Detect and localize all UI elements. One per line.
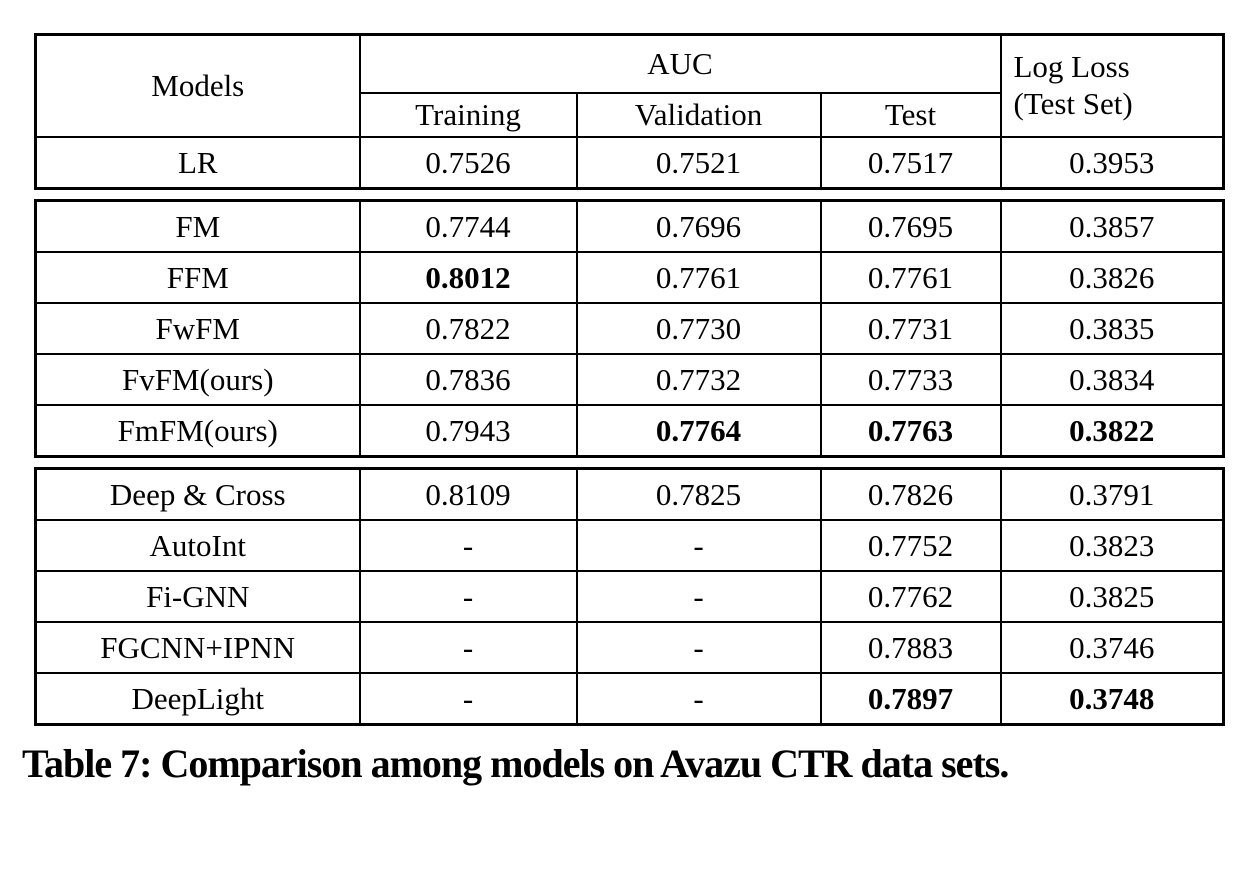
value-cell-validation: -	[575, 672, 822, 726]
table-row-deeplight: DeepLight - -0.7897 0.3748	[34, 672, 1225, 726]
rows-linear-baseline: LR 0.7526 0.7521 0.7517 0.3953	[34, 136, 1225, 190]
value-cell-training: 0.8012	[358, 251, 578, 304]
logloss-label-line1: Log Loss	[1013, 49, 1130, 85]
value-cell-validation: 0.7732	[575, 353, 822, 406]
column-header-training: Training	[358, 92, 578, 138]
header-row-sub: Training Validation Test	[36, 92, 1224, 138]
value-cell-validation: 0.7730	[575, 302, 822, 355]
table-caption: Table 7: Comparison among models on Avaz…	[22, 741, 1009, 786]
paper-table-figure: Models AUC Log Loss (Test Set) Training …	[22, 33, 1225, 786]
model-name-cell: FvFM(ours)	[34, 353, 361, 406]
value-cell-training: 0.7943	[358, 404, 578, 458]
rows-deep-model-family: Deep & Cross 0.8109 0.7825 0.7826 0.3791 Auto…	[34, 467, 1225, 726]
model-name-cell: Deep & Cross	[34, 467, 361, 521]
results-table-fm-block: FM 0.7744 0.7696 0.7695 0.3857 FFM 0.8012 0.776…	[34, 199, 1225, 458]
value-cell-test: 0.7762	[819, 570, 1002, 623]
value-cell-validation: 0.7521	[575, 136, 822, 190]
value-cell-test: 0.7883	[819, 621, 1002, 674]
header-row-top: Models AUC Log Loss (Test Set)	[34, 33, 1225, 138]
value-cell-training: 0.7526	[358, 136, 578, 190]
value-cell-logloss: 0.3826	[999, 251, 1225, 304]
table-row-autoint: AutoInt - -0.7752 0.3823	[34, 519, 1225, 572]
table-row-fvfm-ours: FvFM(ours) 0.7836 0.7732 0.7733 0.3834	[34, 353, 1225, 406]
value-cell-training: 0.7744	[358, 199, 578, 253]
value-cell-logloss: 0.3857	[999, 199, 1225, 253]
value-cell-logloss: 0.3748	[999, 672, 1225, 726]
results-table-header: Models AUC Log Loss (Test Set) Training …	[34, 33, 1225, 138]
value-cell-training: -	[358, 621, 578, 674]
model-name-cell: Fi-GNN	[34, 570, 361, 623]
table-row-deep-cross: Deep & Cross 0.8109 0.7825 0.7826 0.3791	[34, 467, 1225, 521]
value-cell-test: 0.7761	[819, 251, 1002, 304]
value-cell-logloss: 0.3835	[999, 302, 1225, 355]
results-table-deep-block: Deep & Cross 0.8109 0.7825 0.7826 0.3791 Auto…	[34, 467, 1225, 726]
model-name-cell: LR	[34, 136, 361, 190]
value-cell-training: 0.8109	[358, 467, 578, 521]
value-cell-training: 0.7822	[358, 302, 578, 355]
value-cell-logloss: 0.3825	[999, 570, 1225, 623]
value-cell-validation: -	[575, 621, 822, 674]
value-cell-validation: 0.7761	[575, 251, 822, 304]
table-row-lr: LR 0.7526 0.7521 0.7517 0.3953	[34, 136, 1225, 190]
logloss-label-line2: (Test Set)	[1013, 86, 1133, 121]
value-cell-logloss: 0.3791	[999, 467, 1225, 521]
table-row-ffm: FFM 0.8012 0.7761 0.7761 0.3826	[34, 251, 1225, 304]
model-name-cell: FGCNN+IPNN	[34, 621, 361, 674]
column-header-models: Models	[34, 33, 361, 138]
value-cell-test: 0.7897	[819, 672, 1002, 726]
value-cell-validation: 0.7764	[575, 404, 822, 458]
table-row-fi-gnn: Fi-GNN - -0.7762 0.3825	[34, 570, 1225, 623]
value-cell-logloss: 0.3834	[999, 353, 1225, 406]
value-cell-test: 0.7763	[819, 404, 1002, 458]
column-header-validation: Validation	[575, 92, 822, 138]
value-cell-logloss: 0.3953	[999, 136, 1225, 190]
model-name-cell: FFM	[34, 251, 361, 304]
value-cell-training: 0.7836	[358, 353, 578, 406]
table-row-fwfm: FwFM 0.7822 0.7730 0.7731 0.3835	[34, 302, 1225, 355]
column-header-logloss: Log Loss (Test Set)	[999, 33, 1225, 138]
value-cell-validation: 0.7696	[575, 199, 822, 253]
value-cell-validation: -	[575, 570, 822, 623]
value-cell-logloss: 0.3822	[999, 404, 1225, 458]
model-name-cell: AutoInt	[34, 519, 361, 572]
value-cell-test: 0.7695	[819, 199, 1002, 253]
value-cell-training: -	[358, 519, 578, 572]
model-name-cell: FM	[34, 199, 361, 253]
value-cell-training: -	[358, 672, 578, 726]
table-row-fgcnn-ipnn: FGCNN+IPNN - -0.7883 0.3746	[34, 621, 1225, 674]
model-name-cell: FwFM	[34, 302, 361, 355]
table-row-fm: FM 0.7744 0.7696 0.7695 0.3857	[34, 199, 1225, 253]
value-cell-logloss: 0.3823	[999, 519, 1225, 572]
model-name-cell: DeepLight	[34, 672, 361, 726]
model-name-cell: FmFM(ours)	[34, 404, 361, 458]
value-cell-test: 0.7733	[819, 353, 1002, 406]
value-cell-test: 0.7731	[819, 302, 1002, 355]
column-header-auc: AUC	[358, 33, 1002, 94]
value-cell-test: 0.7752	[819, 519, 1002, 572]
table-row-fmfm-ours: FmFM(ours) 0.7943 0.7764 0.7763 0.3822	[34, 404, 1225, 458]
value-cell-validation: 0.7825	[575, 467, 822, 521]
value-cell-logloss: 0.3746	[999, 621, 1225, 674]
value-cell-test: 0.7517	[819, 136, 1002, 190]
value-cell-validation: -	[575, 519, 822, 572]
value-cell-test: 0.7826	[819, 467, 1002, 521]
column-header-test: Test	[819, 92, 1002, 138]
rows-factorization-machine-family: FM 0.7744 0.7696 0.7695 0.3857 FFM 0.8012 0.776…	[34, 199, 1225, 458]
value-cell-training: -	[358, 570, 578, 623]
results-table-header-block: Models AUC Log Loss (Test Set) Training …	[34, 33, 1225, 190]
